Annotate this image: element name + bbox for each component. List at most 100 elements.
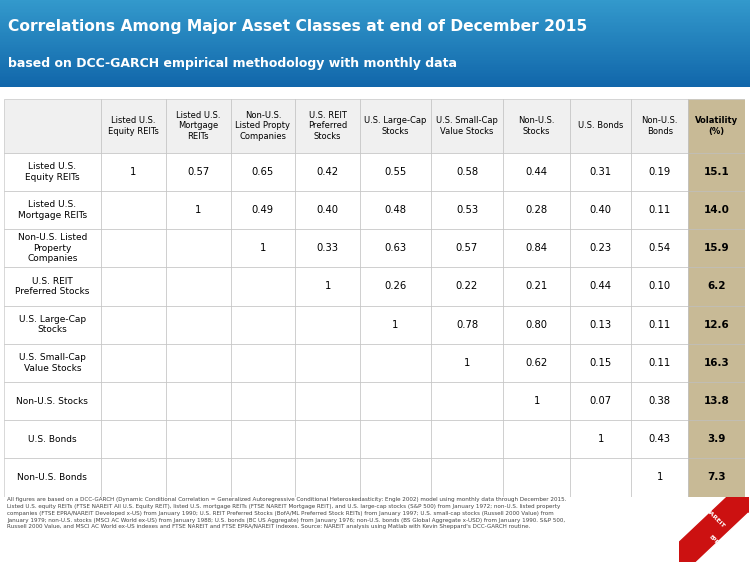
Bar: [503, 153, 570, 191]
Bar: [166, 420, 230, 458]
Bar: [688, 153, 745, 191]
Text: Correlations Among Major Asset Classes at end of December 2015: Correlations Among Major Asset Classes a…: [8, 19, 586, 34]
Bar: [0, 65, 750, 67]
Text: 0.78: 0.78: [456, 320, 478, 330]
Bar: [0, 39, 750, 41]
Text: 0.53: 0.53: [456, 205, 478, 215]
Bar: [0, 35, 750, 37]
Bar: [0, 55, 750, 57]
Text: 0.55: 0.55: [384, 167, 406, 177]
Text: 0.63: 0.63: [384, 243, 406, 253]
Text: 1: 1: [464, 358, 470, 368]
Text: 14.0: 14.0: [704, 205, 729, 215]
Bar: [430, 458, 503, 497]
Text: 7.3: 7.3: [707, 472, 726, 482]
Bar: [570, 191, 632, 229]
Bar: [688, 229, 745, 267]
Bar: [296, 382, 360, 420]
Bar: [101, 420, 166, 458]
Text: 0.43: 0.43: [649, 434, 670, 444]
Bar: [4, 344, 101, 382]
Bar: [230, 229, 296, 267]
Bar: [0, 29, 750, 30]
Text: 1: 1: [656, 472, 663, 482]
Text: Listed U.S.
Equity REITs: Listed U.S. Equity REITs: [108, 116, 159, 136]
Text: 1: 1: [533, 396, 540, 406]
Bar: [0, 50, 750, 51]
Bar: [230, 458, 296, 497]
Bar: [230, 99, 296, 153]
Bar: [166, 191, 230, 229]
Bar: [430, 153, 503, 191]
Bar: [4, 267, 101, 306]
Bar: [296, 344, 360, 382]
Text: Listed U.S.
Mortgage REITs: Listed U.S. Mortgage REITs: [18, 200, 87, 220]
Bar: [503, 344, 570, 382]
Text: 0.22: 0.22: [456, 282, 478, 292]
Bar: [101, 229, 166, 267]
Bar: [430, 191, 503, 229]
Bar: [430, 344, 503, 382]
Bar: [632, 153, 688, 191]
Bar: [632, 99, 688, 153]
Bar: [166, 382, 230, 420]
Bar: [0, 79, 750, 80]
Polygon shape: [696, 513, 748, 562]
Text: 0.33: 0.33: [316, 243, 339, 253]
Bar: [430, 99, 503, 153]
Bar: [360, 344, 430, 382]
Bar: [0, 82, 750, 83]
Bar: [360, 420, 430, 458]
Text: 0.44: 0.44: [590, 282, 611, 292]
Polygon shape: [679, 497, 714, 529]
Bar: [4, 420, 101, 458]
Bar: [4, 99, 101, 153]
Text: 0.15: 0.15: [590, 358, 612, 368]
Bar: [0, 64, 750, 65]
Bar: [101, 458, 166, 497]
Bar: [632, 458, 688, 497]
Bar: [503, 267, 570, 306]
Text: All figures are based on a DCC-GARCH (Dynamic Conditional Correlation = Generali: All figures are based on a DCC-GARCH (Dy…: [8, 497, 566, 529]
Text: 0.19: 0.19: [649, 167, 670, 177]
Text: 1: 1: [260, 243, 266, 253]
Text: 0.40: 0.40: [316, 205, 339, 215]
Bar: [503, 306, 570, 344]
Bar: [570, 99, 632, 153]
Bar: [0, 26, 750, 28]
Bar: [296, 229, 360, 267]
Text: 1: 1: [325, 282, 331, 292]
Bar: [230, 306, 296, 344]
Text: 0.38: 0.38: [649, 396, 670, 406]
Bar: [166, 153, 230, 191]
Bar: [0, 2, 750, 3]
Bar: [430, 306, 503, 344]
Bar: [296, 153, 360, 191]
Bar: [0, 47, 750, 48]
Bar: [503, 458, 570, 497]
Bar: [0, 42, 750, 44]
Text: U.S. Bonds: U.S. Bonds: [578, 122, 623, 131]
Bar: [632, 267, 688, 306]
Bar: [0, 28, 750, 29]
Bar: [570, 267, 632, 306]
Text: 0.07: 0.07: [590, 396, 612, 406]
Bar: [0, 15, 750, 16]
Text: 0.80: 0.80: [526, 320, 548, 330]
Bar: [0, 61, 750, 62]
Bar: [360, 267, 430, 306]
Text: 0.28: 0.28: [526, 205, 548, 215]
Bar: [0, 32, 750, 33]
Text: NAREIT: NAREIT: [704, 507, 726, 529]
Bar: [0, 6, 750, 7]
Bar: [570, 344, 632, 382]
Bar: [296, 458, 360, 497]
Text: 16.3: 16.3: [704, 358, 729, 368]
Bar: [0, 68, 750, 70]
Bar: [0, 86, 750, 87]
Bar: [166, 344, 230, 382]
Text: 15.1: 15.1: [704, 167, 729, 177]
Text: 0.42: 0.42: [316, 167, 339, 177]
Text: 6.2: 6.2: [707, 282, 726, 292]
Bar: [430, 420, 503, 458]
